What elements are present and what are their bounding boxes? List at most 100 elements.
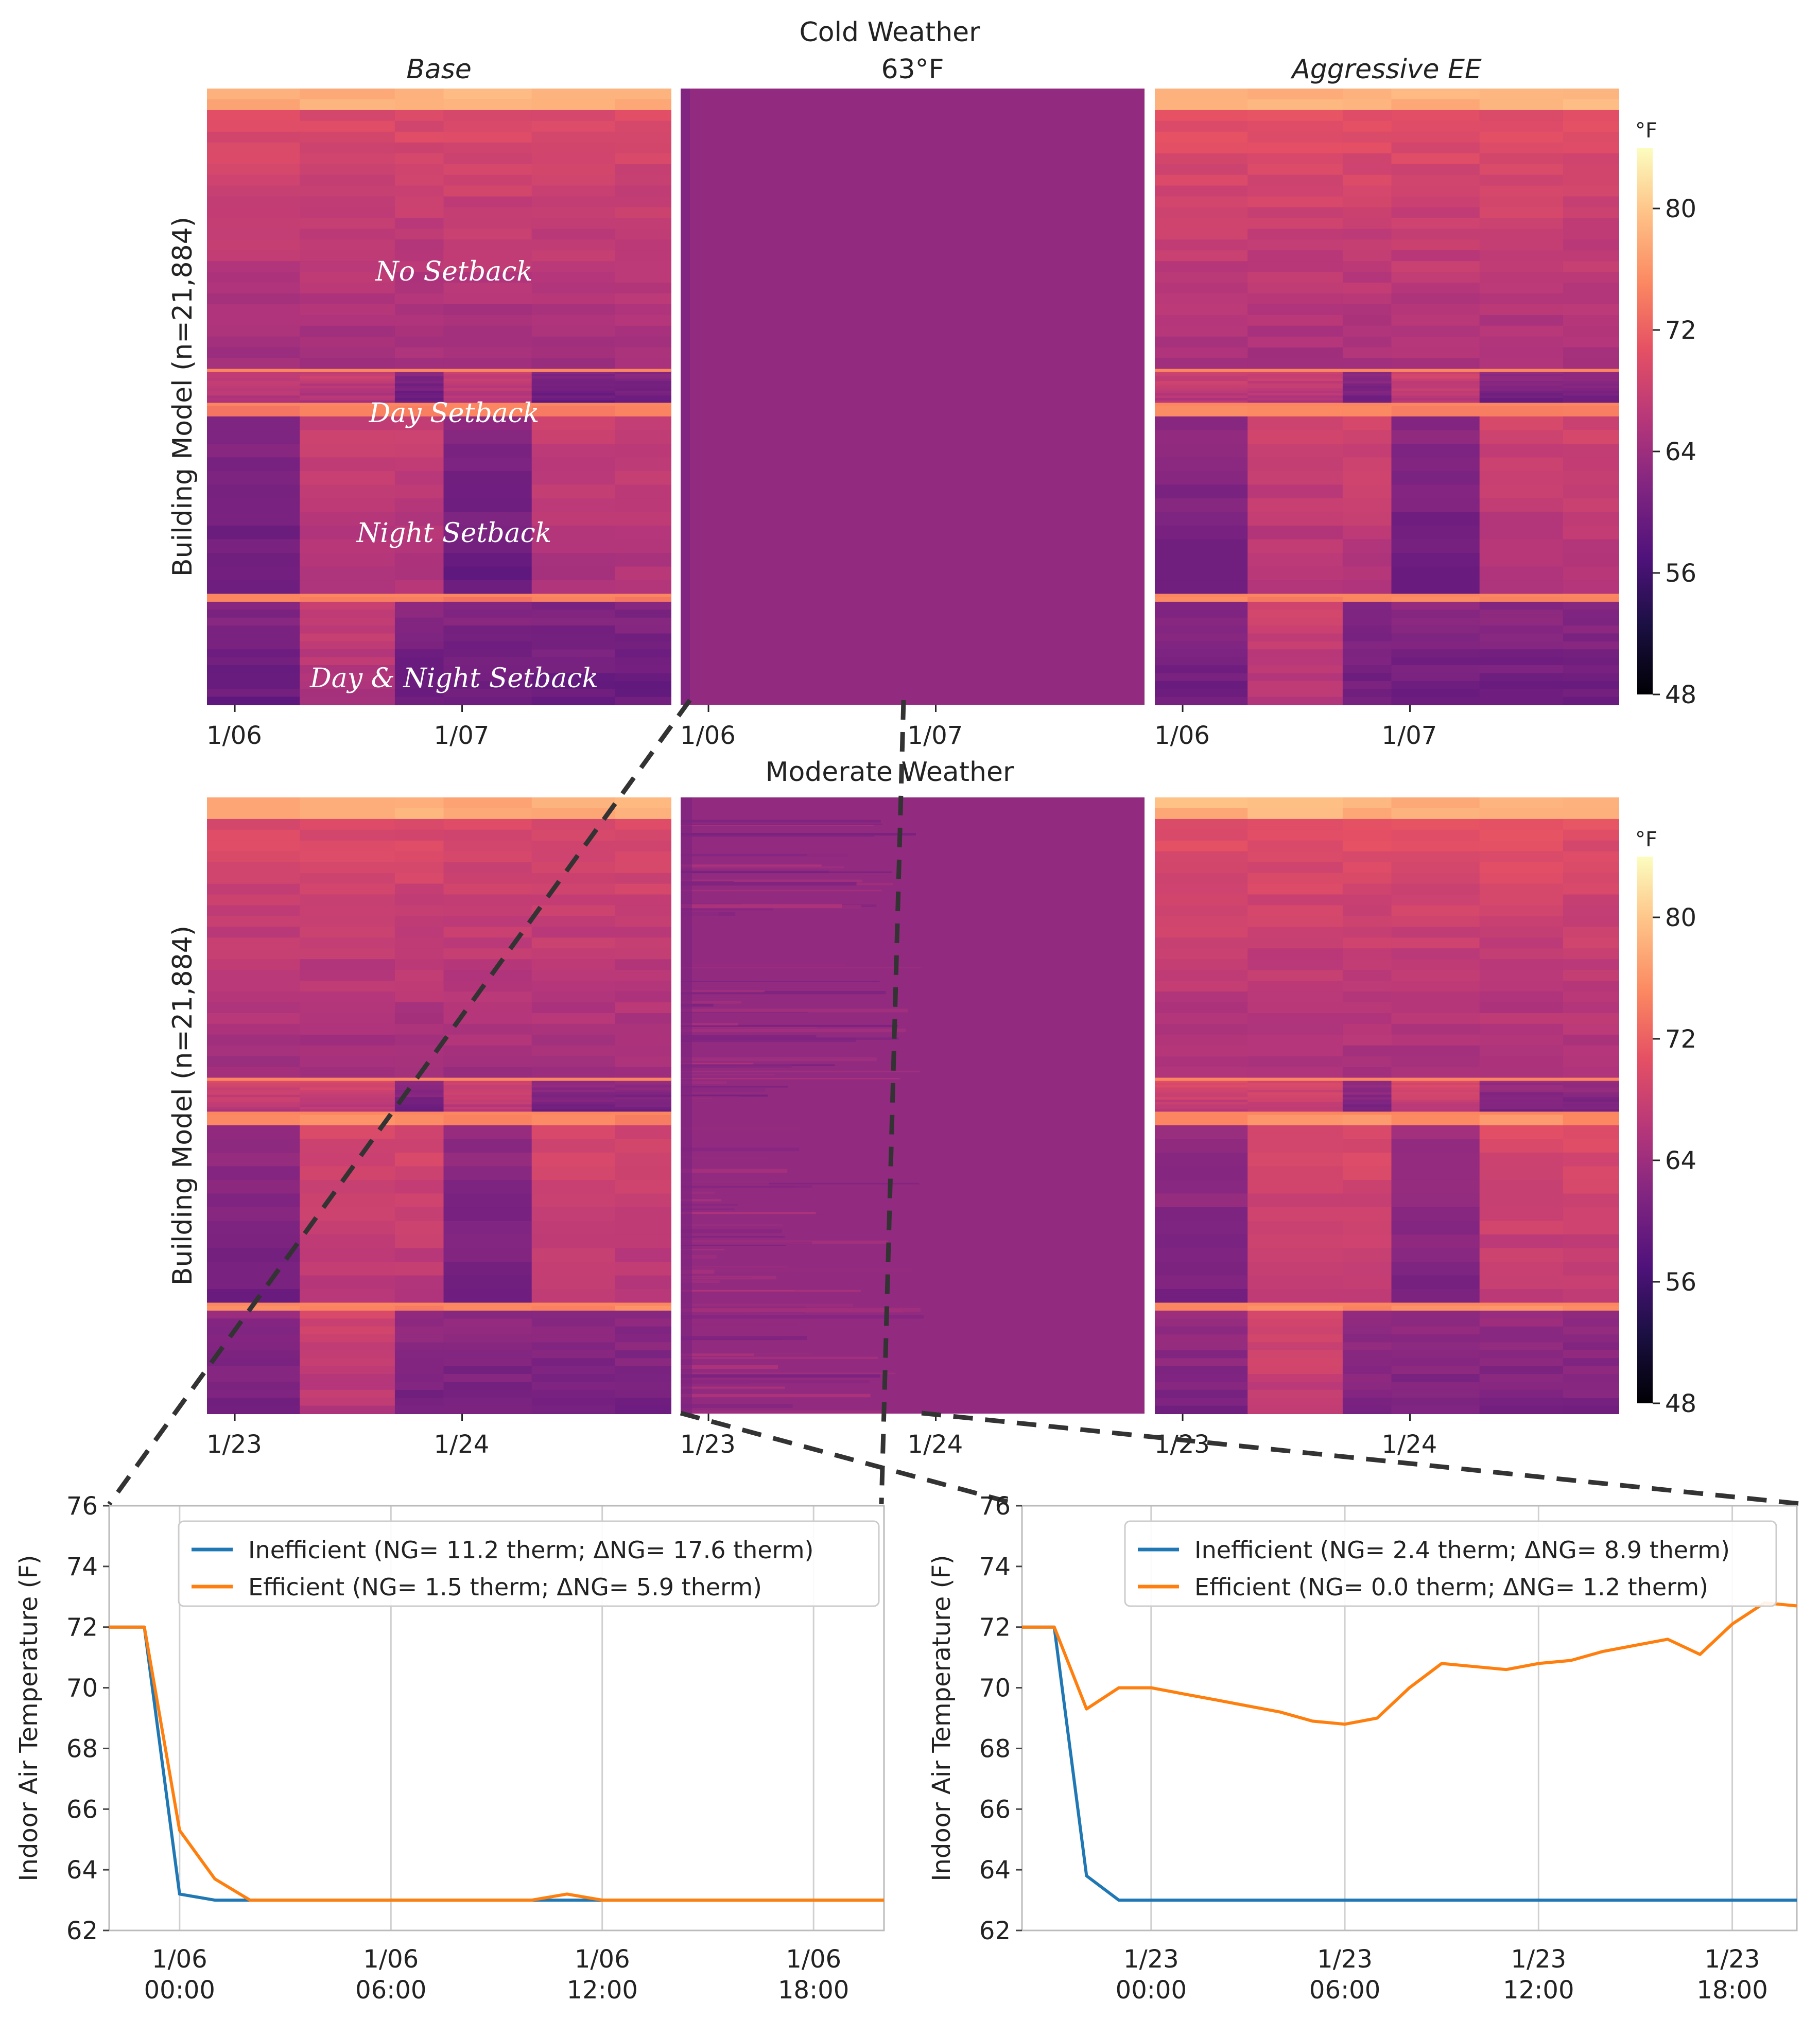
heatmap-cell xyxy=(531,851,616,863)
heatmap-cell xyxy=(1479,1099,1564,1103)
heatmap-cell xyxy=(1155,229,1249,240)
heatmap-cell xyxy=(681,879,862,883)
heatmap-cell xyxy=(1342,649,1392,658)
heatmap-cell xyxy=(1563,386,1619,389)
heatmap-cell xyxy=(1342,981,1392,993)
heatmap-cell xyxy=(300,625,395,634)
heatmap-cell xyxy=(207,110,301,121)
heatmap-cell xyxy=(394,916,444,928)
y-tick-label: 74 xyxy=(979,1553,1011,1581)
heatmap-cell xyxy=(443,970,532,982)
heatmap-cell xyxy=(1563,1179,1619,1194)
heatmap-cell xyxy=(531,207,616,219)
heatmap-cell xyxy=(1342,1002,1392,1014)
heatmap-cell xyxy=(1247,1374,1343,1383)
heatmap-cell xyxy=(443,1013,532,1024)
heatmap-cell xyxy=(1391,1104,1480,1108)
heatmap-cell xyxy=(681,1063,754,1065)
heatmap-cell xyxy=(394,293,444,305)
heatmap-cell xyxy=(394,398,444,401)
heatmap-cell xyxy=(1391,512,1480,527)
heatmap-cell xyxy=(394,393,444,396)
heatmap-cell xyxy=(615,110,671,121)
heatmap-cell xyxy=(1155,164,1249,176)
heatmap-cell xyxy=(394,1109,444,1112)
heatmap-cell xyxy=(615,416,671,431)
heatmap-cell xyxy=(1247,1405,1343,1414)
line-chart-2: 1/2300:001/2306:001/2312:001/2318:006264… xyxy=(927,1492,1798,2005)
heatmap-cell xyxy=(1342,250,1392,262)
heatmap-cell xyxy=(615,293,671,305)
heatmap-cell xyxy=(394,304,444,316)
heatmap-cell xyxy=(1563,819,1619,830)
heatmap-cell xyxy=(1342,1013,1392,1024)
heatmap-cell xyxy=(1247,358,1343,370)
heatmap-cell xyxy=(300,883,395,895)
heatmap-cell xyxy=(615,218,671,230)
heatmap-cell xyxy=(300,1234,395,1249)
heatmap-cell xyxy=(1247,1152,1343,1167)
heatmap-cell xyxy=(394,142,444,154)
heatmap-cell xyxy=(531,1326,616,1335)
heatmap-cell xyxy=(300,1045,395,1057)
heatmap-cell xyxy=(443,689,532,698)
heatmap-cell xyxy=(1391,641,1480,650)
heatmap-cell xyxy=(207,641,301,650)
heatmap-cell xyxy=(1479,894,1564,906)
heatmap-cell xyxy=(1479,283,1564,294)
heatmap-cell xyxy=(1342,398,1392,401)
heatmap-cell xyxy=(207,99,301,111)
heatmap-cell xyxy=(1479,347,1564,359)
heatmap-cell xyxy=(1247,697,1343,705)
heatmap-cell xyxy=(1342,601,1392,611)
heatmap-cell xyxy=(1479,1034,1564,1046)
heatmap-cell xyxy=(1391,1083,1480,1086)
heatmap-cell xyxy=(681,1024,898,1027)
heatmap-cell xyxy=(443,164,532,176)
heatmap-cell xyxy=(615,1310,671,1319)
heatmap-cell xyxy=(300,862,395,874)
heatmap-cell xyxy=(531,1045,616,1057)
heatmap-cell xyxy=(394,315,444,326)
heatmap-cell xyxy=(300,164,395,176)
heatmap-panel-1 xyxy=(207,89,671,705)
heatmap-cell xyxy=(1155,1109,1249,1112)
heatmap-cell xyxy=(1247,657,1343,666)
heatmap-cell xyxy=(615,1350,671,1359)
heatmap-cell xyxy=(615,641,671,650)
heatmap-cell xyxy=(681,1078,900,1080)
heatmap-cell xyxy=(1342,218,1392,230)
heatmap-cell xyxy=(1391,371,1480,375)
heatmap-cell xyxy=(394,883,444,895)
heatmap-cell xyxy=(1342,386,1392,389)
heatmap-cell xyxy=(1479,689,1564,698)
heatmap-cell xyxy=(615,539,671,554)
heatmap-cell xyxy=(531,1097,616,1100)
heatmap-cell xyxy=(681,1094,768,1097)
heatmap-cell xyxy=(531,261,616,273)
heatmap-cell xyxy=(1247,959,1343,971)
heatmap-cell xyxy=(1155,153,1249,165)
heatmap-cell xyxy=(1155,371,1249,375)
heatmap-cell xyxy=(1563,610,1619,618)
heatmap-cell xyxy=(1155,1090,1249,1093)
colorbar-unit: °F xyxy=(1635,119,1657,143)
heatmap-cell xyxy=(1342,1139,1392,1153)
heatmap-cell xyxy=(443,1090,532,1093)
heatmap-cell xyxy=(1479,553,1564,567)
heatmap-cell xyxy=(1342,185,1392,197)
heatmap-cell xyxy=(615,196,671,208)
x-tick-label: 1/06 xyxy=(786,1945,841,1974)
colorbar-tick-label: 72 xyxy=(1665,316,1696,345)
heatmap-cell xyxy=(207,304,301,316)
heatmap-cell xyxy=(1563,1398,1619,1406)
heatmap-cell xyxy=(1563,142,1619,154)
heatmap-cell xyxy=(394,1262,444,1276)
heatmap-cell xyxy=(531,673,616,682)
heatmap-cell xyxy=(1155,471,1249,485)
heatmap-cell xyxy=(615,1097,671,1100)
heatmap-cell xyxy=(1563,239,1619,251)
heatmap-cell xyxy=(1563,218,1619,230)
heatmap-cell xyxy=(1342,304,1392,316)
heatmap-cell xyxy=(1155,1248,1249,1263)
